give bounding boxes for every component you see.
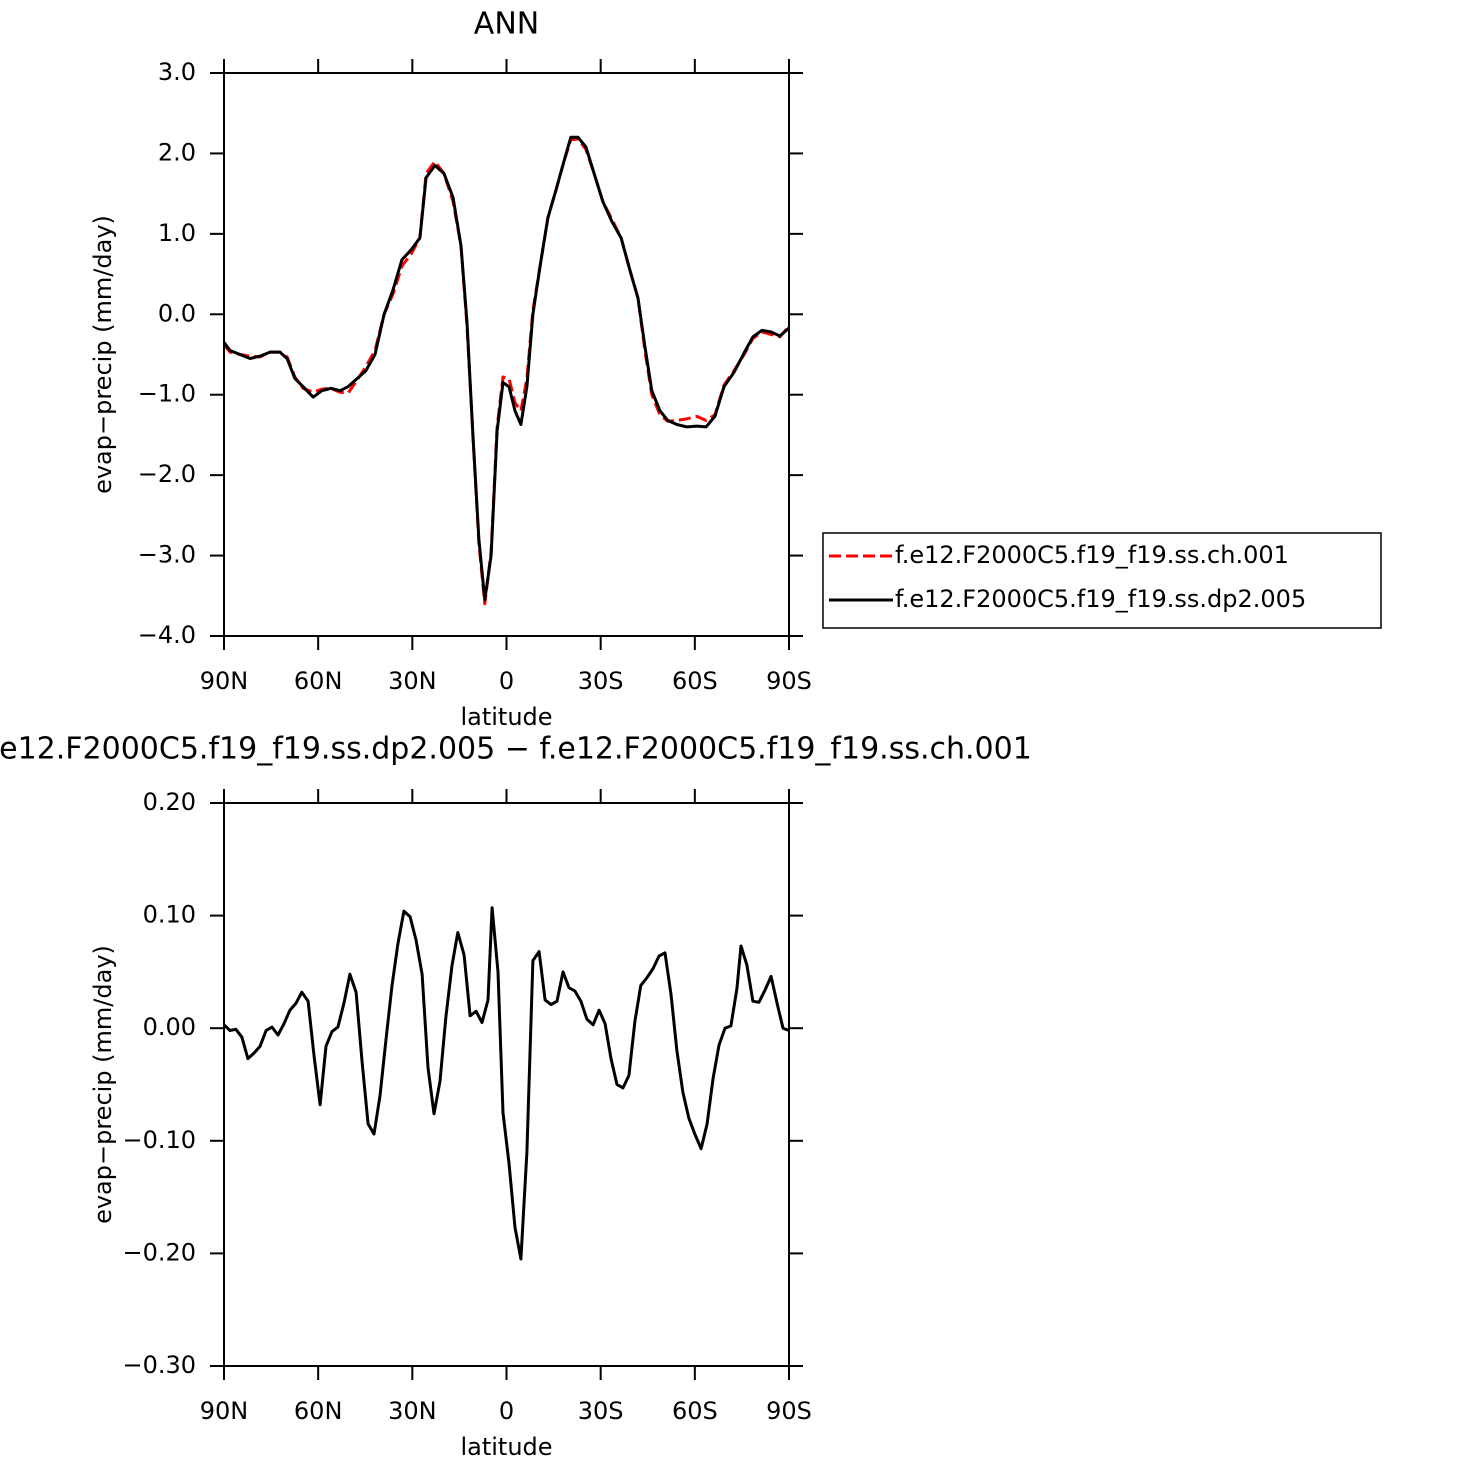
x-tick-label: 60S — [672, 667, 718, 695]
y-tick-label: 3.0 — [158, 58, 196, 86]
plot-frame — [223, 72, 790, 637]
legend-box — [822, 532, 1382, 629]
y-axis-label: evap−precip (mm/day) — [89, 215, 117, 494]
x-tick-label: 30N — [388, 667, 437, 695]
x-tick-label: 30S — [578, 667, 624, 695]
x-tick-label: 30S — [578, 1397, 624, 1425]
y-tick-label: 0.20 — [143, 788, 196, 816]
y-tick-label: 1.0 — [158, 219, 196, 247]
x-tick-label: 60S — [672, 1397, 718, 1425]
x-axis-label: latitude — [460, 1433, 552, 1461]
y-tick-label: −4.0 — [138, 621, 196, 649]
x-tick-label: 30N — [388, 1397, 437, 1425]
y-tick-label: −0.20 — [122, 1238, 196, 1266]
chart-title: ANN — [474, 7, 539, 42]
x-tick-label: 90N — [200, 1397, 249, 1425]
x-tick-label: 90N — [200, 667, 249, 695]
y-tick-label: −0.30 — [122, 1351, 196, 1379]
data-line — [222, 135, 790, 602]
y-tick-label: 0.00 — [143, 1013, 196, 1041]
x-tick-label: 0 — [499, 667, 514, 695]
y-axis-label: evap−precip (mm/day) — [89, 945, 117, 1224]
data-line — [222, 137, 791, 606]
y-tick-label: 2.0 — [158, 138, 196, 166]
legend-label: f.e12.F2000C5.f19_f19.ss.dp2.005 — [895, 585, 1306, 613]
legend-label: f.e12.F2000C5.f19_f19.ss.ch.001 — [895, 541, 1289, 569]
data-line — [222, 906, 790, 1261]
y-tick-label: 0.10 — [143, 901, 196, 929]
y-tick-label: −0.10 — [122, 1126, 196, 1154]
plot-frame — [223, 802, 790, 1367]
x-tick-label: 0 — [499, 1397, 514, 1425]
x-tick-label: 90S — [766, 1397, 812, 1425]
x-tick-label: 60N — [294, 667, 343, 695]
y-tick-label: −3.0 — [138, 541, 196, 569]
chart-title: f.e12.F2000C5.f19_f19.ss.dp2.005 − f.e12… — [0, 732, 1032, 767]
y-tick-label: −1.0 — [138, 380, 196, 408]
y-tick-label: −2.0 — [138, 460, 196, 488]
y-tick-label: 0.0 — [158, 299, 196, 327]
x-axis-label: latitude — [460, 703, 552, 731]
x-tick-label: 60N — [294, 1397, 343, 1425]
x-tick-label: 90S — [766, 667, 812, 695]
